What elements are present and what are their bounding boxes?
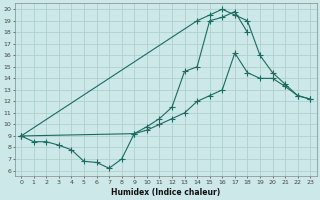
X-axis label: Humidex (Indice chaleur): Humidex (Indice chaleur) (111, 188, 220, 197)
